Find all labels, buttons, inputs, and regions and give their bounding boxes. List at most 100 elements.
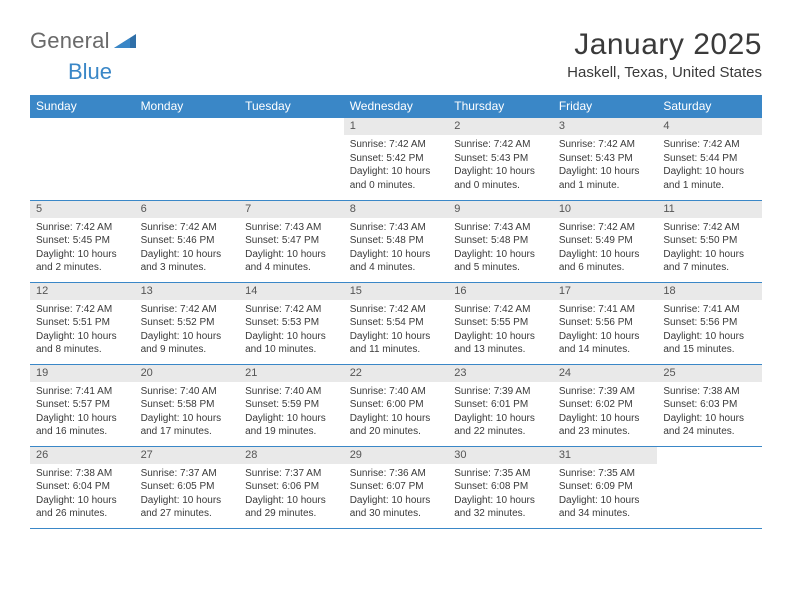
calendar-row: 5Sunrise: 7:42 AMSunset: 5:45 PMDaylight… [30, 200, 762, 282]
day-number: 5 [30, 201, 135, 218]
calendar-cell: 8Sunrise: 7:43 AMSunset: 5:48 PMDaylight… [344, 200, 449, 282]
calendar-cell: 14Sunrise: 7:42 AMSunset: 5:53 PMDayligh… [239, 282, 344, 364]
calendar-cell: 28Sunrise: 7:37 AMSunset: 6:06 PMDayligh… [239, 446, 344, 528]
day-number: 31 [553, 447, 658, 464]
logo: General [30, 28, 138, 54]
day-info: Sunrise: 7:40 AMSunset: 5:58 PMDaylight:… [135, 382, 240, 441]
day-number: 28 [239, 447, 344, 464]
day-number: 22 [344, 365, 449, 382]
calendar-cell: 29Sunrise: 7:36 AMSunset: 6:07 PMDayligh… [344, 446, 449, 528]
calendar-cell: 23Sunrise: 7:39 AMSunset: 6:01 PMDayligh… [448, 364, 553, 446]
day-info: Sunrise: 7:36 AMSunset: 6:07 PMDaylight:… [344, 464, 449, 523]
logo-text-blue: Blue [68, 59, 112, 84]
calendar-cell: 3Sunrise: 7:42 AMSunset: 5:43 PMDaylight… [553, 118, 658, 200]
day-number: 19 [30, 365, 135, 382]
day-info: Sunrise: 7:43 AMSunset: 5:47 PMDaylight:… [239, 218, 344, 277]
col-saturday: Saturday [657, 95, 762, 118]
day-number: 10 [553, 201, 658, 218]
calendar-cell: 1Sunrise: 7:42 AMSunset: 5:42 PMDaylight… [344, 118, 449, 200]
day-number: 8 [344, 201, 449, 218]
day-info: Sunrise: 7:42 AMSunset: 5:53 PMDaylight:… [239, 300, 344, 359]
calendar-cell: 7Sunrise: 7:43 AMSunset: 5:47 PMDaylight… [239, 200, 344, 282]
calendar-cell [30, 118, 135, 200]
day-number: 17 [553, 283, 658, 300]
header-right: January 2025 Haskell, Texas, United Stat… [567, 28, 762, 81]
col-wednesday: Wednesday [344, 95, 449, 118]
day-number: 20 [135, 365, 240, 382]
day-info: Sunrise: 7:38 AMSunset: 6:03 PMDaylight:… [657, 382, 762, 441]
day-number: 4 [657, 118, 762, 135]
calendar-cell: 12Sunrise: 7:42 AMSunset: 5:51 PMDayligh… [30, 282, 135, 364]
calendar-cell: 18Sunrise: 7:41 AMSunset: 5:56 PMDayligh… [657, 282, 762, 364]
day-number: 18 [657, 283, 762, 300]
day-number: 6 [135, 201, 240, 218]
calendar-cell: 13Sunrise: 7:42 AMSunset: 5:52 PMDayligh… [135, 282, 240, 364]
day-number: 27 [135, 447, 240, 464]
day-info: Sunrise: 7:42 AMSunset: 5:43 PMDaylight:… [553, 135, 658, 194]
day-info: Sunrise: 7:43 AMSunset: 5:48 PMDaylight:… [344, 218, 449, 277]
location-text: Haskell, Texas, United States [567, 64, 762, 81]
col-tuesday: Tuesday [239, 95, 344, 118]
day-number: 12 [30, 283, 135, 300]
day-info: Sunrise: 7:40 AMSunset: 6:00 PMDaylight:… [344, 382, 449, 441]
day-info: Sunrise: 7:39 AMSunset: 6:01 PMDaylight:… [448, 382, 553, 441]
day-info: Sunrise: 7:41 AMSunset: 5:56 PMDaylight:… [657, 300, 762, 359]
calendar-cell: 6Sunrise: 7:42 AMSunset: 5:46 PMDaylight… [135, 200, 240, 282]
day-info: Sunrise: 7:42 AMSunset: 5:52 PMDaylight:… [135, 300, 240, 359]
day-info: Sunrise: 7:37 AMSunset: 6:05 PMDaylight:… [135, 464, 240, 523]
calendar-cell: 27Sunrise: 7:37 AMSunset: 6:05 PMDayligh… [135, 446, 240, 528]
day-info: Sunrise: 7:42 AMSunset: 5:50 PMDaylight:… [657, 218, 762, 277]
day-number: 15 [344, 283, 449, 300]
calendar-row: 12Sunrise: 7:42 AMSunset: 5:51 PMDayligh… [30, 282, 762, 364]
calendar-body: 1Sunrise: 7:42 AMSunset: 5:42 PMDaylight… [30, 118, 762, 528]
month-title: January 2025 [567, 28, 762, 62]
logo-triangle-icon [114, 30, 136, 53]
day-number: 2 [448, 118, 553, 135]
col-friday: Friday [553, 95, 658, 118]
day-number: 9 [448, 201, 553, 218]
day-info: Sunrise: 7:42 AMSunset: 5:42 PMDaylight:… [344, 135, 449, 194]
calendar-cell: 11Sunrise: 7:42 AMSunset: 5:50 PMDayligh… [657, 200, 762, 282]
day-number: 3 [553, 118, 658, 135]
day-number: 16 [448, 283, 553, 300]
day-info: Sunrise: 7:41 AMSunset: 5:57 PMDaylight:… [30, 382, 135, 441]
day-info: Sunrise: 7:35 AMSunset: 6:09 PMDaylight:… [553, 464, 658, 523]
day-info: Sunrise: 7:40 AMSunset: 5:59 PMDaylight:… [239, 382, 344, 441]
day-number: 13 [135, 283, 240, 300]
calendar-page: General January 2025 Haskell, Texas, Uni… [0, 0, 792, 549]
logo-text-general: General [30, 28, 110, 54]
page-header: General January 2025 Haskell, Texas, Uni… [30, 28, 762, 81]
day-info: Sunrise: 7:35 AMSunset: 6:08 PMDaylight:… [448, 464, 553, 523]
col-thursday: Thursday [448, 95, 553, 118]
calendar-cell: 9Sunrise: 7:43 AMSunset: 5:48 PMDaylight… [448, 200, 553, 282]
day-info: Sunrise: 7:43 AMSunset: 5:48 PMDaylight:… [448, 218, 553, 277]
calendar-cell: 17Sunrise: 7:41 AMSunset: 5:56 PMDayligh… [553, 282, 658, 364]
calendar-cell: 2Sunrise: 7:42 AMSunset: 5:43 PMDaylight… [448, 118, 553, 200]
calendar-cell: 15Sunrise: 7:42 AMSunset: 5:54 PMDayligh… [344, 282, 449, 364]
day-info: Sunrise: 7:42 AMSunset: 5:44 PMDaylight:… [657, 135, 762, 194]
calendar-table: Sunday Monday Tuesday Wednesday Thursday… [30, 95, 762, 529]
day-info: Sunrise: 7:37 AMSunset: 6:06 PMDaylight:… [239, 464, 344, 523]
day-number: 30 [448, 447, 553, 464]
col-monday: Monday [135, 95, 240, 118]
day-info: Sunrise: 7:38 AMSunset: 6:04 PMDaylight:… [30, 464, 135, 523]
calendar-cell: 20Sunrise: 7:40 AMSunset: 5:58 PMDayligh… [135, 364, 240, 446]
calendar-cell: 24Sunrise: 7:39 AMSunset: 6:02 PMDayligh… [553, 364, 658, 446]
day-number: 11 [657, 201, 762, 218]
day-info: Sunrise: 7:42 AMSunset: 5:49 PMDaylight:… [553, 218, 658, 277]
day-number: 14 [239, 283, 344, 300]
day-number: 25 [657, 365, 762, 382]
calendar-cell: 5Sunrise: 7:42 AMSunset: 5:45 PMDaylight… [30, 200, 135, 282]
day-info: Sunrise: 7:42 AMSunset: 5:43 PMDaylight:… [448, 135, 553, 194]
day-info: Sunrise: 7:42 AMSunset: 5:45 PMDaylight:… [30, 218, 135, 277]
day-number: 7 [239, 201, 344, 218]
calendar-row: 26Sunrise: 7:38 AMSunset: 6:04 PMDayligh… [30, 446, 762, 528]
calendar-cell: 19Sunrise: 7:41 AMSunset: 5:57 PMDayligh… [30, 364, 135, 446]
calendar-cell: 25Sunrise: 7:38 AMSunset: 6:03 PMDayligh… [657, 364, 762, 446]
calendar-row: 19Sunrise: 7:41 AMSunset: 5:57 PMDayligh… [30, 364, 762, 446]
calendar-cell [239, 118, 344, 200]
calendar-cell: 4Sunrise: 7:42 AMSunset: 5:44 PMDaylight… [657, 118, 762, 200]
calendar-cell [657, 446, 762, 528]
day-info: Sunrise: 7:42 AMSunset: 5:46 PMDaylight:… [135, 218, 240, 277]
day-number: 29 [344, 447, 449, 464]
